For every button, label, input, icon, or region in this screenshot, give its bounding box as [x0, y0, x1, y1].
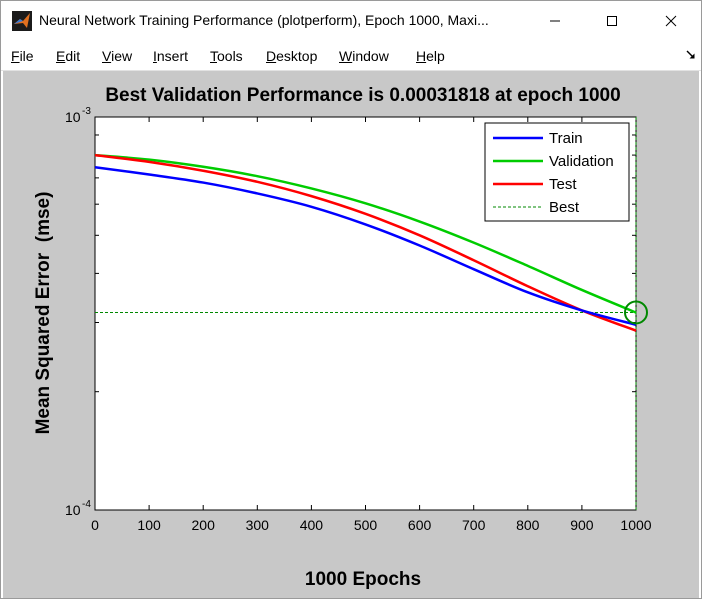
legend-best-label: Best — [549, 199, 580, 216]
x-tick-label: 900 — [570, 517, 594, 533]
menu-file[interactable]: File — [11, 48, 34, 64]
chart-title: Best Validation Performance is 0.0003181… — [105, 85, 620, 106]
menu-view[interactable]: View — [102, 48, 133, 64]
window-title: Neural Network Training Performance (plo… — [39, 12, 489, 28]
x-tick-label: 800 — [516, 517, 540, 533]
menu-desktop[interactable]: Desktop — [266, 48, 318, 64]
x-tick-label: 600 — [408, 517, 432, 533]
x-tick-label: 100 — [137, 517, 161, 533]
test-line — [94, 153, 637, 332]
validation-line — [94, 153, 637, 314]
x-axis-label: 1000 Epochs — [305, 569, 421, 590]
matlab-logo-icon — [12, 11, 32, 31]
close-button[interactable] — [648, 1, 694, 41]
legend-box — [484, 122, 630, 222]
menu-help[interactable]: Help — [416, 48, 445, 64]
y-axis-label: Mean Squared Error (mse) — [33, 192, 54, 435]
y-axis-ticks: 10-310-4 — [65, 106, 636, 518]
maximize-button[interactable] — [589, 1, 635, 41]
y-tick-label: 10 — [65, 502, 81, 518]
x-tick-label: 700 — [462, 517, 486, 533]
train-line — [94, 166, 637, 326]
y-tick-exponent: -3 — [82, 106, 91, 117]
minimize-button[interactable] — [532, 1, 578, 41]
menu-separator — [1, 70, 701, 71]
best-point-marker — [624, 300, 648, 325]
x-axis-ticks: 0 100 200 300 400 500 600 700 800 900 1000 — [91, 117, 652, 533]
dock-arrow-icon[interactable] — [685, 49, 697, 61]
x-tick-label: 0 — [91, 517, 99, 533]
maximize-icon — [607, 16, 617, 26]
x-tick-label: 400 — [300, 517, 324, 533]
x-tick-label: 500 — [354, 517, 378, 533]
figure-canvas: Best Validation Performance is 0.0003181… — [3, 71, 699, 598]
legend-validation-label: Validation — [549, 153, 614, 170]
menu-tools[interactable]: Tools — [210, 48, 243, 64]
menu-insert[interactable]: Insert — [153, 48, 189, 64]
menu-window[interactable]: Window — [339, 48, 389, 64]
legend-train-label: Train — [549, 130, 583, 147]
performance-chart: Best Validation Performance is 0.0003181… — [33, 85, 652, 590]
menu-bar: File Edit View Insert Tools Desktop Wind… — [1, 43, 701, 69]
x-tick-label: 1000 — [620, 517, 651, 533]
legend-test-label: Test — [549, 176, 577, 193]
y-tick-exponent: -4 — [82, 499, 91, 510]
legend: Train Validation Test Best — [484, 122, 630, 222]
y-tick-label: 10 — [65, 109, 81, 125]
close-icon — [665, 15, 677, 27]
minimize-icon — [550, 20, 560, 22]
menu-edit[interactable]: Edit — [56, 48, 81, 64]
x-tick-label: 200 — [192, 517, 216, 533]
title-bar[interactable]: Neural Network Training Performance (plo… — [1, 1, 701, 41]
x-tick-label: 300 — [246, 517, 270, 533]
